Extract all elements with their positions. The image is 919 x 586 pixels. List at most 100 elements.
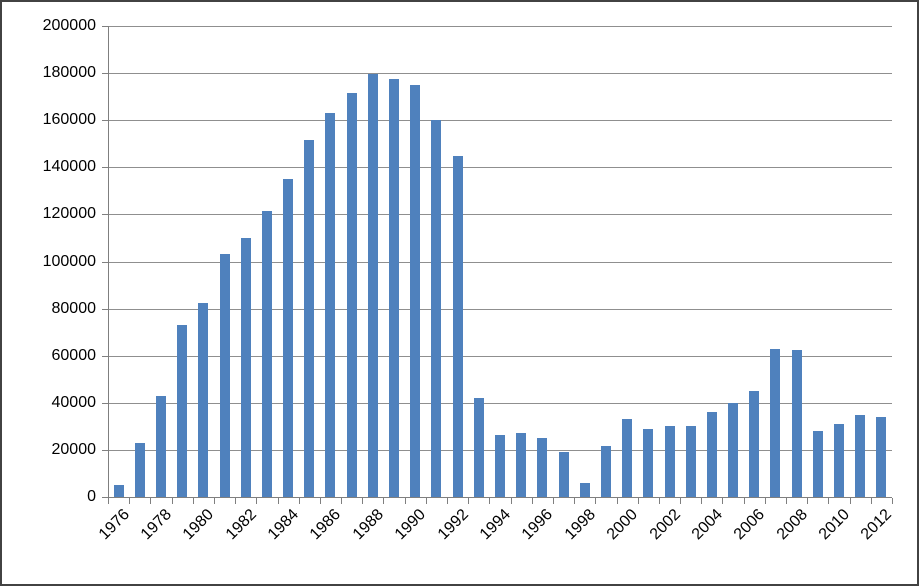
- y-axis-tick: [102, 26, 108, 27]
- bar-2009: [813, 431, 823, 497]
- x-axis-tick: [617, 498, 618, 504]
- x-axis-tick: [553, 498, 554, 504]
- bar-2002: [665, 426, 675, 497]
- x-axis-tick: [595, 498, 596, 504]
- y-tick-label: 80000: [51, 300, 97, 317]
- x-axis-tick: [892, 498, 893, 504]
- x-axis-tick: [807, 498, 808, 504]
- y-axis-tick: [102, 309, 108, 310]
- gridline: [108, 167, 892, 168]
- x-axis-tick: [489, 498, 490, 504]
- y-tick-label: 160000: [42, 111, 96, 128]
- bar-1988: [368, 74, 378, 497]
- bar-1996: [537, 438, 547, 497]
- y-tick-label: 0: [87, 488, 96, 505]
- bar-1999: [601, 446, 611, 497]
- bar-1990: [410, 85, 420, 497]
- x-axis-tick: [744, 498, 745, 504]
- x-axis-tick: [129, 498, 130, 504]
- y-axis-line: [108, 26, 109, 498]
- bar-2007: [770, 349, 780, 497]
- y-axis-tick: [102, 214, 108, 215]
- x-axis-tick: [426, 498, 427, 504]
- gridline: [108, 403, 892, 404]
- x-axis-tick: [680, 498, 681, 504]
- x-axis-tick: [362, 498, 363, 504]
- y-axis-tick: [102, 167, 108, 168]
- gridline: [108, 214, 892, 215]
- bar-2012: [876, 417, 886, 497]
- x-axis-tick: [850, 498, 851, 504]
- bar-1976: [114, 485, 124, 497]
- x-axis-tick: [786, 498, 787, 504]
- bar-2001: [643, 429, 653, 497]
- x-axis-tick: [701, 498, 702, 504]
- y-tick-label: 20000: [51, 441, 97, 458]
- y-axis-tick: [102, 120, 108, 121]
- x-axis-tick: [532, 498, 533, 504]
- bar-1994: [495, 435, 505, 497]
- x-axis-tick: [574, 498, 575, 504]
- y-tick-label: 180000: [42, 64, 96, 81]
- x-axis-tick: [193, 498, 194, 504]
- x-axis-tick: [108, 498, 109, 504]
- y-tick-label: 60000: [51, 347, 97, 364]
- bar-1998: [580, 483, 590, 497]
- x-axis-tick: [871, 498, 872, 504]
- bar-1991: [431, 120, 441, 497]
- bar-2005: [728, 403, 738, 497]
- y-axis-tick: [102, 403, 108, 404]
- x-axis-tick: [172, 498, 173, 504]
- x-axis-tick: [722, 498, 723, 504]
- x-axis-tick: [320, 498, 321, 504]
- x-axis-tick: [256, 498, 257, 504]
- y-axis-tick: [102, 73, 108, 74]
- bar-1984: [283, 179, 293, 497]
- bar-2000: [622, 419, 632, 497]
- y-tick-label: 40000: [51, 394, 97, 411]
- bar-1977: [135, 443, 145, 497]
- bar-1992: [453, 156, 463, 497]
- bar-1993: [474, 398, 484, 497]
- gridline: [108, 356, 892, 357]
- bar-2011: [855, 415, 865, 497]
- x-axis-tick: [405, 498, 406, 504]
- bar-1981: [220, 254, 230, 497]
- gridline: [108, 120, 892, 121]
- x-axis-tick: [468, 498, 469, 504]
- bar-1997: [559, 452, 569, 497]
- y-tick-label: 140000: [42, 158, 96, 175]
- y-tick-label: 120000: [42, 205, 96, 222]
- bar-1985: [304, 140, 314, 497]
- bar-1983: [262, 211, 272, 497]
- x-axis-tick: [150, 498, 151, 504]
- bar-2006: [749, 391, 759, 497]
- x-axis-line: [108, 497, 892, 498]
- gridline: [108, 26, 892, 27]
- y-axis-tick: [102, 450, 108, 451]
- bar-1979: [177, 325, 187, 497]
- x-axis-tick: [765, 498, 766, 504]
- bar-2003: [686, 426, 696, 497]
- bar-2004: [707, 412, 717, 497]
- x-axis-tick: [511, 498, 512, 504]
- x-axis-tick: [299, 498, 300, 504]
- bar-1986: [325, 113, 335, 497]
- bar-1978: [156, 396, 166, 497]
- x-axis-tick: [383, 498, 384, 504]
- x-axis-tick: [447, 498, 448, 504]
- x-axis-tick: [235, 498, 236, 504]
- bar-2010: [834, 424, 844, 497]
- gridline: [108, 73, 892, 74]
- y-axis-tick: [102, 356, 108, 357]
- y-axis-tick: [102, 262, 108, 263]
- bar-1995: [516, 433, 526, 497]
- bar-1980: [198, 303, 208, 497]
- y-tick-label: 200000: [42, 17, 96, 34]
- bar-2008: [792, 350, 802, 497]
- x-axis-tick: [659, 498, 660, 504]
